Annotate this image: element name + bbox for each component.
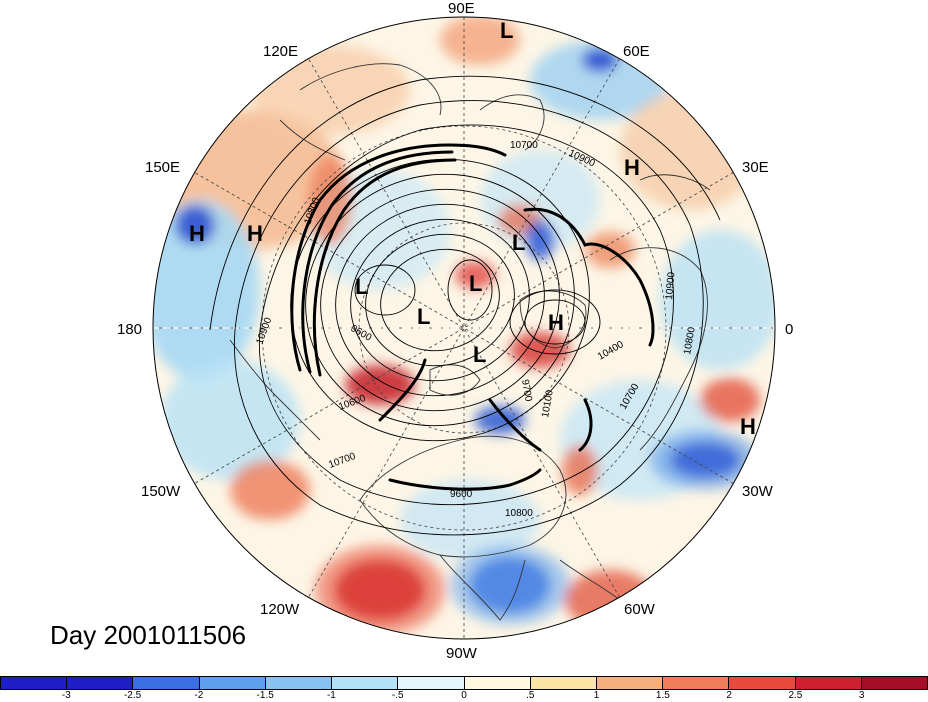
contour-label: 10800 [505,508,533,519]
lon-label: 30W [742,483,774,500]
colorbar-segment [398,677,465,689]
colorbar-segment [861,677,928,689]
contour-label: 10800 [682,326,698,356]
lon-label: 150W [141,483,181,500]
lon-label: 180 [117,321,142,338]
low-marker: L [473,342,486,367]
colorbar-segment [67,677,134,689]
colorbar-segment [663,677,730,689]
lon-label: 90E [448,0,475,17]
colorbar-segment [133,677,200,689]
height-contours [209,75,721,536]
low-marker: L [355,274,368,299]
colorbar-tick-label: -2 [194,690,204,701]
colorbar-tick-label: -3 [61,690,71,701]
pressure-systems: L L L L L L L H H H H H [189,18,756,439]
contour-label: 10100 [540,389,556,419]
colorbar-tick-label: 3 [858,690,865,701]
colorbar-segment [596,677,664,689]
lon-label: 90W [446,645,478,662]
colorbar-tick-label: -.5 [391,690,404,701]
high-marker: H [548,310,564,335]
contour-label: 10700 [510,140,538,151]
contour-label: 9700 [519,379,534,403]
low-marker: L [469,271,482,296]
polar-map: 10700 10900 10800 10900 9600 9700 10100 … [117,0,793,662]
colorbar-segment [199,677,266,689]
high-marker: H [247,221,263,246]
colorbar-tick-label: -2.5 [123,690,142,701]
colorbar-ticks: -3 -2.5 -2 -1.5 -1 -.5 0 .5 1 1.5 2 2.5 3 [0,690,928,702]
colorbar-segment [464,677,531,689]
low-marker: L [500,18,513,43]
colorbar-segment [795,677,862,689]
colorbar [0,676,928,690]
lon-label: 60E [623,43,650,60]
colorbar-tick-label: 2 [726,690,732,701]
low-marker: L [417,304,430,329]
map-boundary [152,16,776,640]
lon-label: 120E [263,43,298,60]
day-title: Day 2001011506 [50,620,247,650]
colorbar-segment [729,677,796,689]
colorbar-tick-label: 1.5 [655,690,670,701]
anomaly-field: 10700 10900 10800 10900 9600 9700 10100 … [153,17,775,639]
colorbar-tick-label: 1 [593,690,600,701]
colorbar-tick-label: -1 [326,690,336,701]
colorbar-segment [265,677,333,689]
lon-label: 120W [260,601,300,618]
colorbar-segment [1,677,68,689]
colorbar-segment [530,677,597,689]
colorbar-segment [332,677,399,689]
coastlines [229,63,711,626]
longitude-labels: 90E 60E 30E 0 30W 60W 90W 120W 150W 180 … [117,0,793,662]
lon-label: 0 [785,321,793,338]
jet-streams [290,143,655,491]
high-marker: H [624,155,640,180]
colorbar-tick-label: -1.5 [256,690,274,701]
low-marker: L [512,230,525,255]
contour-label: 9600 [450,489,473,500]
lon-label: 30E [742,159,769,176]
colorbar-tick-label: .5 [526,690,535,701]
colorbar-tick-label: 2.5 [788,690,803,701]
colorbar-tick-label: 0 [461,690,467,701]
high-marker: H [740,414,756,439]
contour-label: 10900 [664,271,677,300]
lon-label: 150E [145,159,180,176]
high-marker: H [189,221,205,246]
lon-label: 60W [624,601,656,618]
